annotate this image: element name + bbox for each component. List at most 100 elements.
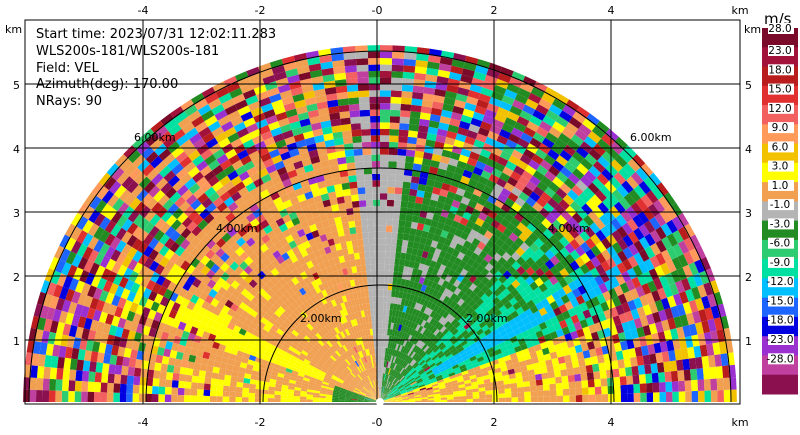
velocity-cell: [554, 240, 565, 252]
velocity-cell: [274, 309, 283, 318]
velocity-cell: [317, 330, 325, 338]
velocity-cell: [569, 200, 582, 213]
velocity-cell: [419, 350, 425, 357]
velocity-cell: [367, 342, 371, 349]
velocity-cell: [297, 111, 310, 121]
velocity-cell: [243, 256, 254, 266]
velocity-cell: [547, 324, 556, 334]
velocity-cell: [522, 375, 530, 382]
velocity-cell: [519, 242, 530, 252]
velocity-cell: [474, 65, 489, 75]
velocity-cell: [372, 388, 376, 394]
velocity-cell: [466, 157, 478, 167]
velocity-cell: [427, 392, 434, 396]
velocity-cell: [255, 198, 266, 209]
velocity-cell: [182, 281, 192, 292]
velocity-cell: [543, 353, 552, 361]
velocity-cell: [659, 209, 672, 224]
velocity-cell: [587, 182, 600, 195]
velocity-cell: [213, 292, 223, 302]
velocity-cell: [388, 348, 392, 356]
velocity-cell: [299, 279, 307, 288]
velocity-cell: [480, 313, 489, 321]
velocity-cell: [177, 387, 185, 396]
velocity-cell: [381, 393, 385, 400]
velocity-cell: [646, 190, 659, 204]
velocity-cell: [352, 246, 359, 254]
velocity-cell: [302, 185, 312, 194]
velocity-cell: [365, 264, 371, 272]
velocity-cell: [318, 248, 327, 257]
velocity-cell: [529, 380, 537, 387]
velocity-cell: [161, 278, 172, 289]
velocity-cell: [262, 284, 271, 293]
velocity-cell: [496, 337, 505, 345]
velocity-cell: [479, 346, 487, 353]
velocity-cell: [282, 229, 291, 238]
velocity-cell: [643, 258, 655, 271]
velocity-cell: [272, 301, 281, 310]
velocity-cell: [663, 361, 671, 373]
velocity-cell: [34, 329, 44, 343]
velocity-cell: [350, 381, 357, 386]
velocity-cell: [689, 234, 701, 249]
velocity-cell: [408, 400, 416, 402]
velocity-cell: [328, 383, 335, 388]
velocity-cell: [383, 296, 388, 303]
velocity-cell: [127, 210, 140, 223]
velocity-cell: [275, 380, 283, 385]
velocity-cell: [282, 157, 294, 167]
velocity-cell: [326, 340, 333, 348]
velocity-cell: [196, 176, 208, 188]
velocity-cell: [239, 133, 252, 144]
velocity-cell: [327, 99, 339, 108]
velocity-cell: [423, 337, 430, 344]
velocity-cell: [466, 398, 473, 402]
velocity-cell: [123, 319, 133, 331]
velocity-cell: [543, 279, 554, 289]
velocity-cell: [458, 387, 466, 391]
velocity-cell: [267, 394, 275, 399]
velocity-cell: [381, 394, 386, 400]
velocity-cell: [416, 269, 423, 277]
velocity-cell: [439, 354, 447, 361]
velocity-cell: [597, 202, 609, 214]
velocity-cell: [516, 116, 530, 127]
velocity-cell: [635, 167, 649, 181]
velocity-cell: [388, 355, 392, 362]
velocity-cell: [82, 360, 91, 372]
velocity-cell: [341, 123, 352, 132]
velocity-cell: [263, 109, 276, 119]
velocity-cell: [559, 362, 567, 371]
velocity-cell: [314, 316, 322, 324]
velocity-cell: [372, 328, 376, 336]
velocity-cell: [392, 370, 397, 377]
velocity-cell: [391, 386, 397, 392]
velocity-cell: [225, 369, 233, 376]
velocity-cell: [486, 332, 494, 340]
velocity-cell: [59, 248, 71, 263]
velocity-cell: [393, 271, 399, 278]
velocity-cell: [335, 263, 342, 271]
velocity-cell: [431, 153, 442, 162]
velocity-cell: [360, 380, 366, 386]
velocity-cell: [585, 364, 594, 373]
velocity-cell: [426, 178, 436, 187]
velocity-cell: [430, 219, 439, 228]
velocity-cell: [435, 291, 443, 300]
velocity-cell: [445, 386, 453, 391]
velocity-cell: [373, 309, 377, 316]
velocity-cell: [364, 329, 369, 337]
velocity-cell: [529, 115, 543, 127]
velocity-cell: [685, 312, 695, 325]
velocity-cell: [495, 371, 503, 378]
velocity-cell: [717, 390, 724, 402]
velocity-cell: [340, 117, 351, 126]
velocity-cell: [332, 374, 339, 380]
velocity-cell: [343, 301, 350, 309]
velocity-cell: [475, 160, 486, 171]
velocity-cell: [467, 199, 478, 209]
velocity-cell: [282, 178, 293, 188]
velocity-cell: [572, 168, 585, 180]
velocity-cell: [67, 264, 78, 278]
